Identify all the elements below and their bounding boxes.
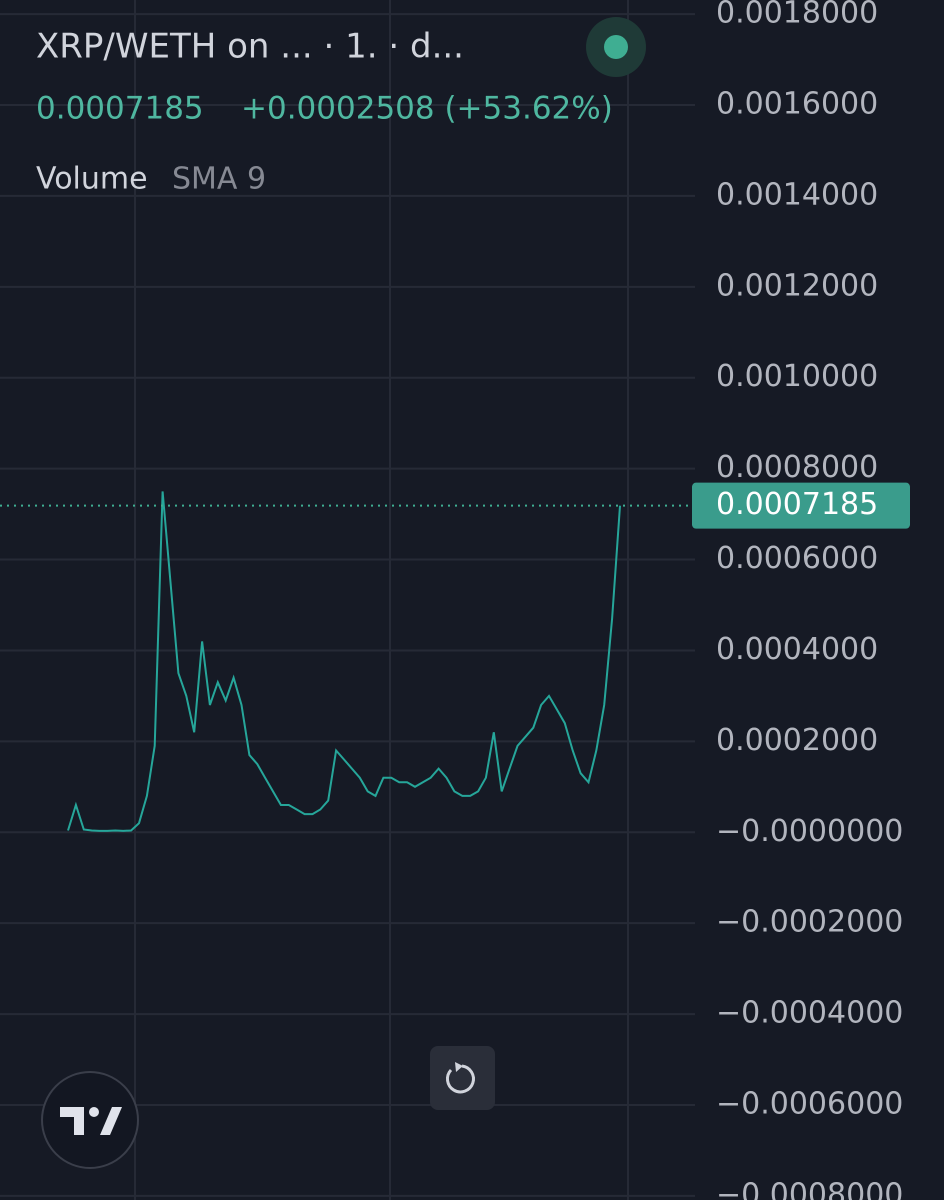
price-change: +0.0002508 (+53.62%): [241, 91, 613, 127]
logo[interactable]: [41, 1071, 139, 1169]
last-price-label: 0.0007185: [716, 487, 878, 522]
y-tick-label: −0.0008000: [716, 1177, 903, 1200]
last-price: 0.0007185: [36, 91, 204, 127]
y-tick-label: −0.0002000: [716, 905, 903, 940]
grid: [134, 0, 629, 1200]
y-tick-label: −0.0006000: [716, 1087, 903, 1122]
logo-dot: [89, 1107, 99, 1117]
y-tick-label: −0.0000000: [716, 814, 903, 849]
logo-mark: [60, 1107, 122, 1135]
last-price-tag: [692, 482, 910, 529]
y-tick-label: 0.0012000: [716, 268, 878, 303]
logo-bg[interactable]: [41, 1071, 139, 1169]
plot: [0, 13, 695, 1197]
chart-title: XRP/WETH on ... · 1. · d...: [36, 27, 464, 67]
y-tick-label: 0.0004000: [716, 632, 878, 667]
y-tick-label: 0.0010000: [716, 359, 878, 394]
indicator-setting: SMA 9: [172, 162, 266, 197]
reset-button[interactable]: [430, 1046, 495, 1110]
y-tick-label: 0.0002000: [716, 723, 878, 758]
status-dot: [604, 35, 628, 59]
price-line: [67, 491, 621, 832]
y-tick-label: 0.0018000: [716, 0, 878, 31]
y-tick-label: 0.0006000: [716, 541, 878, 576]
reset-bg[interactable]: [430, 1046, 495, 1110]
y-tick-label: 0.0014000: [716, 177, 878, 212]
y-tick-label: 0.0016000: [716, 87, 878, 122]
y-tick-label: −0.0004000: [716, 996, 903, 1031]
y-tick-label: 0.0008000: [716, 450, 878, 485]
indicator-name: Volume: [36, 162, 148, 197]
reset-arrow: [455, 1062, 463, 1072]
reset-icon: [446, 1064, 475, 1094]
